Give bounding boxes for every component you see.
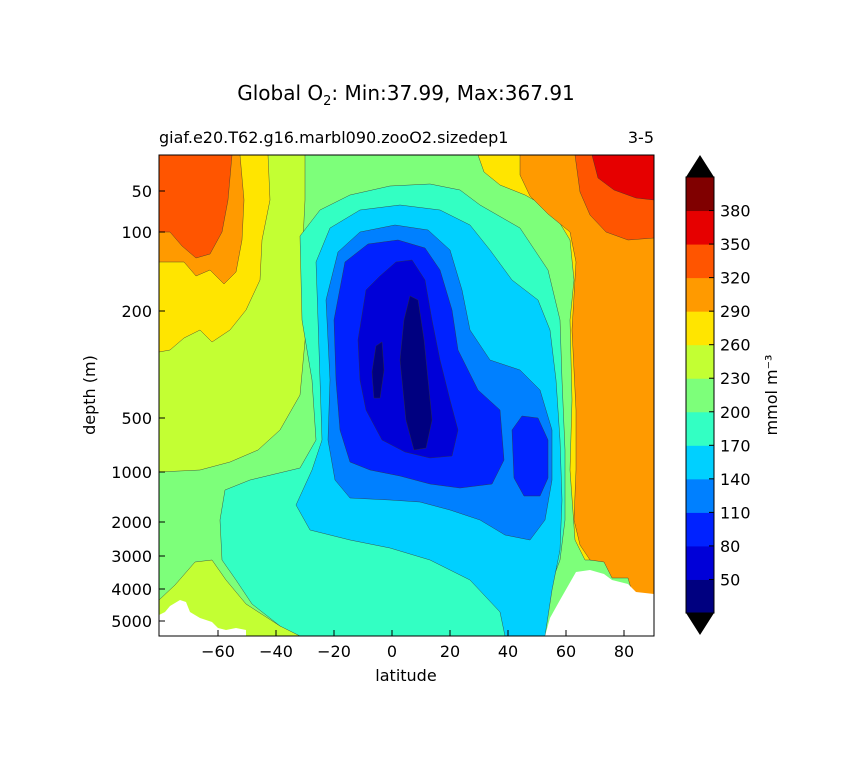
colorbar-tick-label: 80 — [720, 537, 740, 556]
y-axis: 50 100 200 500 1000 2000 3000 4000 5000 … — [80, 182, 165, 631]
x-tick-label: −40 — [259, 642, 293, 661]
contour-level-350-380-north — [591, 155, 654, 201]
y-tick-label: 5000 — [111, 612, 152, 631]
colorbar-tick-label: 50 — [720, 570, 740, 589]
colorbar-extend-max — [686, 155, 714, 177]
colorbar: 50 80 110 140 170 200 230 260 290 320 350 380 mmol … — [685, 155, 781, 635]
seafloor-mask-south — [159, 600, 246, 636]
colorbar-tick-label: 350 — [720, 235, 751, 254]
colorbar-tick-label: 290 — [720, 302, 751, 321]
run-range: 3-5 — [628, 128, 654, 147]
chart-title: Global O2: Min:37.99, Max:367.91 — [237, 81, 575, 109]
y-tick-label: 200 — [121, 302, 152, 321]
colorbar-tick-label: 140 — [720, 470, 751, 489]
colorbar-segment — [686, 210, 714, 245]
colorbar-frame — [685, 176, 715, 614]
colorbar-tick-label: 380 — [720, 202, 751, 221]
colorbar-tick-label: 230 — [720, 369, 751, 388]
colorbar-tick-label: 320 — [720, 269, 751, 288]
colorbar-tick-label: 110 — [720, 503, 751, 522]
colorbar-segment — [686, 411, 714, 446]
colorbar-segment — [686, 378, 714, 413]
y-axis-label: depth (m) — [80, 355, 99, 435]
colorbar-ticks: 50 80 110 140 170 200 230 260 290 320 350 380 — [709, 202, 751, 589]
x-tick-label: 80 — [614, 642, 634, 661]
colorbar-segment — [686, 311, 714, 346]
colorbar-segment — [686, 344, 714, 379]
colorbar-segment — [686, 478, 714, 513]
colorbar-segment — [686, 579, 714, 614]
y-tick-label: 2000 — [111, 513, 152, 532]
contour-level-below-50-west — [371, 341, 385, 399]
colorbar-tick-label: 200 — [720, 403, 751, 422]
x-tick-label: 60 — [556, 642, 576, 661]
y-tick-label: 4000 — [111, 580, 152, 599]
colorbar-tick-label: 260 — [720, 336, 751, 355]
y-tick-label: 1000 — [111, 463, 152, 482]
colorbar-tick-label: 170 — [720, 436, 751, 455]
colorbar-segment — [686, 512, 714, 547]
x-tick-label: −60 — [201, 642, 235, 661]
seafloor-mask-north — [545, 570, 654, 636]
x-axis: −60 −40 −20 0 20 40 60 80 latitude — [201, 630, 634, 685]
colorbar-segments — [686, 177, 714, 614]
colorbar-label: mmol m⁻³ — [762, 355, 781, 436]
y-tick-label: 100 — [121, 223, 152, 242]
colorbar-extend-min — [686, 613, 714, 635]
y-tick-label: 50 — [132, 182, 152, 201]
x-tick-label: −20 — [317, 642, 351, 661]
colorbar-segment — [686, 277, 714, 312]
colorbar-segment — [686, 445, 714, 480]
contour-level-230-260-bottom — [159, 559, 321, 636]
run-name: giaf.e20.T62.g16.marbl090.zooO2.sizedep1 — [159, 128, 508, 147]
x-tick-label: 0 — [387, 642, 397, 661]
plot-frame — [158, 154, 655, 637]
x-axis-label: latitude — [375, 666, 436, 685]
contour-field — [159, 155, 654, 636]
x-tick-label: 40 — [498, 642, 518, 661]
colorbar-segment — [686, 244, 714, 279]
colorbar-segment — [686, 177, 714, 212]
contour-level-below-50 — [399, 295, 433, 451]
colorbar-segment — [686, 545, 714, 580]
y-tick-label: 500 — [121, 409, 152, 428]
x-tick-label: 20 — [440, 642, 460, 661]
y-tick-label: 3000 — [111, 547, 152, 566]
contour-level-80-110-east — [511, 415, 549, 497]
